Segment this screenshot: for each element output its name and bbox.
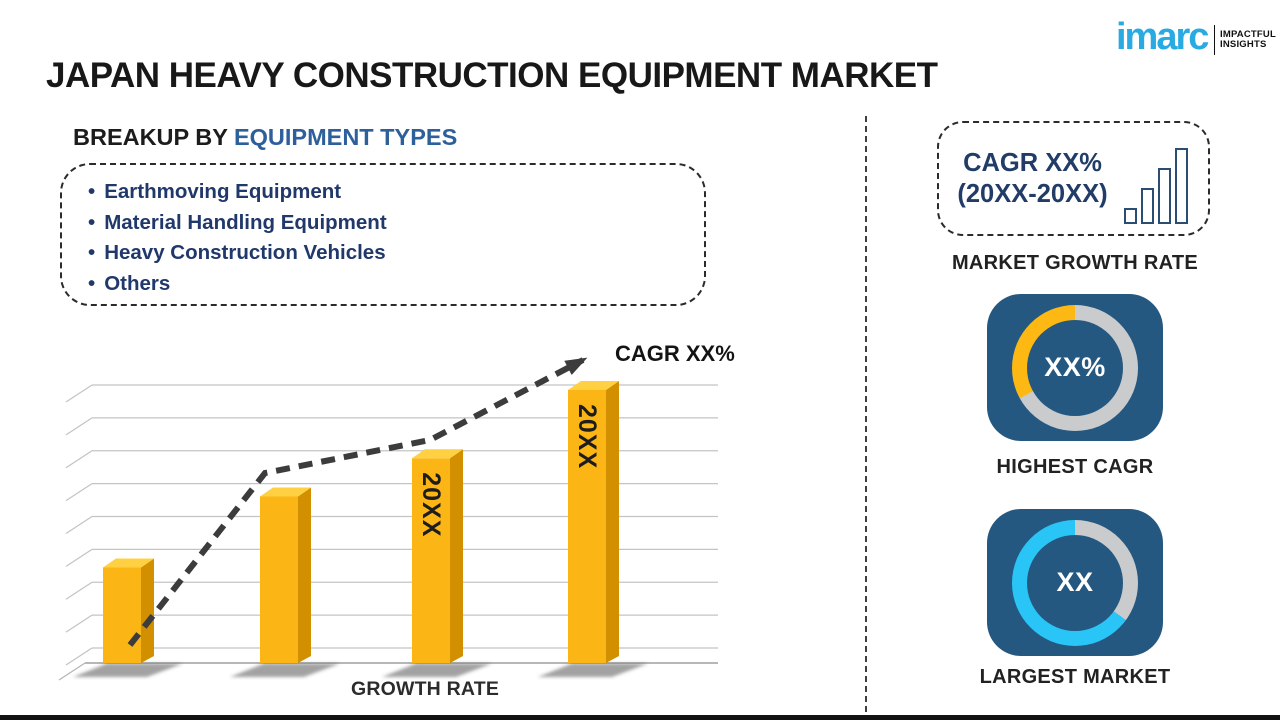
highest-cagr-donut-icon: XX% bbox=[1012, 304, 1138, 431]
growing-bars-icon bbox=[1124, 147, 1188, 224]
market-growth-rate-box: CAGR XX% (20XX-20XX) bbox=[937, 121, 1210, 236]
equipment-types-list: Earthmoving Equipment Material Handling … bbox=[62, 165, 704, 299]
cagr-range-text: CAGR XX% (20XX-20XX) bbox=[939, 148, 1118, 210]
trend-cagr-label: CAGR XX% bbox=[615, 341, 735, 366]
logo-tagline: IMPACTFUL INSIGHTS bbox=[1220, 28, 1276, 51]
breakup-heading-prefix: BREAKUP BY bbox=[73, 124, 228, 150]
chart-x-axis-label: GROWTH RATE bbox=[350, 678, 500, 700]
growth-rate-chart: 20XX 20XX bbox=[55, 335, 745, 720]
logo-divider-bar bbox=[1214, 25, 1216, 55]
equipment-types-box: Earthmoving Equipment Material Handling … bbox=[60, 163, 706, 306]
largest-market-donut-icon: XX bbox=[1012, 519, 1138, 646]
logo-tagline-line1: IMPACTFUL bbox=[1220, 28, 1276, 40]
imarc-logo-wordmark: imarc bbox=[1116, 16, 1209, 58]
highest-cagr-caption: HIGHEST CAGR bbox=[996, 456, 1154, 478]
imarc-logo: imarc IMPACTFUL INSIGHTS bbox=[1116, 12, 1276, 62]
page-title: JAPAN HEAVY CONSTRUCTION EQUIPMENT MARKE… bbox=[46, 56, 938, 95]
vertical-dashed-divider bbox=[865, 116, 867, 712]
market-growth-rate-caption: MARKET GROWTH RATE bbox=[951, 252, 1199, 274]
list-item: Material Handling Equipment bbox=[88, 208, 704, 239]
breakup-heading: BREAKUP BY EQUIPMENT TYPES bbox=[73, 124, 457, 151]
cagr-period-line: (20XX-20XX) bbox=[957, 179, 1108, 208]
list-item: Earthmoving Equipment bbox=[88, 177, 704, 208]
largest-market-value: XX bbox=[1056, 567, 1094, 597]
cagr-value-line: CAGR XX% bbox=[963, 148, 1102, 177]
list-item: Others bbox=[88, 269, 704, 300]
largest-market-tile: XX bbox=[987, 509, 1163, 656]
chart-bars: 20XX 20XX bbox=[73, 381, 648, 677]
bar-year-label: 20XX bbox=[417, 472, 445, 537]
list-item: Heavy Construction Vehicles bbox=[88, 238, 704, 269]
trend-arrow-line bbox=[127, 357, 588, 647]
highest-cagr-value: XX% bbox=[1044, 352, 1106, 382]
bottom-border-strip bbox=[0, 715, 1280, 720]
chart-gridlines bbox=[58, 384, 718, 681]
largest-market-caption: LARGEST MARKET bbox=[979, 666, 1171, 688]
bar-year-label: 20XX bbox=[573, 404, 601, 469]
breakup-heading-highlight: EQUIPMENT TYPES bbox=[233, 124, 458, 150]
highest-cagr-tile: XX% bbox=[987, 294, 1163, 441]
logo-tagline-line2: INSIGHTS bbox=[1220, 39, 1267, 50]
bar-chart-canvas: 20XX 20XX bbox=[58, 357, 718, 681]
